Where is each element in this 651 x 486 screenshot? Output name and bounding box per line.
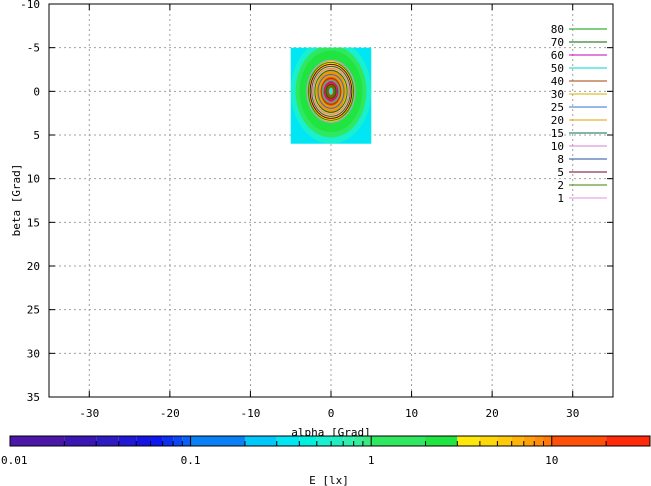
contour-line <box>323 81 339 101</box>
x-axis-ticks: -30 -20 -10 0 10 20 30 <box>79 4 579 420</box>
colorbar-band <box>479 436 498 446</box>
y-tick-label: 20 <box>27 260 40 273</box>
contour-line <box>320 77 342 105</box>
colorbar-band <box>150 436 163 446</box>
colorbar-band <box>606 436 650 446</box>
x-tick-label: 20 <box>486 407 499 420</box>
y-tick-label: 30 <box>27 347 40 360</box>
colorbar-label: E [lx] <box>309 474 349 486</box>
legend-label: 20 <box>551 114 564 127</box>
colorbar-band <box>534 436 544 446</box>
illuminance-field <box>290 47 372 144</box>
colorbar-tick-label: 0.01 <box>1 454 28 467</box>
contour-line <box>319 75 343 107</box>
legend-label: 50 <box>551 62 564 75</box>
legend-label: 40 <box>551 75 564 88</box>
legend-label: 5 <box>557 166 564 179</box>
contour-line <box>314 69 348 113</box>
y-tick-label: 25 <box>27 304 40 317</box>
colorbar-band <box>331 436 344 446</box>
colorbar-band <box>182 436 191 446</box>
colorbar-band <box>10 436 65 446</box>
colorbar: 0.01 0.1 1 10 <box>1 435 651 467</box>
colorbar-band <box>551 436 607 446</box>
colorbar-band <box>511 436 524 446</box>
contour-line <box>306 59 356 123</box>
legend-label: 8 <box>557 153 564 166</box>
colorbar-band <box>96 436 119 446</box>
contour-line <box>317 73 345 109</box>
y-tick-label: 5 <box>33 129 40 142</box>
contour-line <box>315 71 347 111</box>
contour-line <box>308 61 354 121</box>
contour-line <box>322 79 340 103</box>
colorbar-band <box>118 436 137 446</box>
colorbar-band <box>371 436 426 446</box>
y-tick-label: 10 <box>27 173 40 186</box>
colorbar-frame <box>9 435 651 447</box>
colorbar-band <box>173 436 183 446</box>
y-tick-label: 0 <box>33 85 40 98</box>
x-tick-label: -20 <box>160 407 180 420</box>
legend-label: 15 <box>551 127 564 140</box>
colorbar-band <box>543 436 552 446</box>
legend-label: 2 <box>557 179 564 192</box>
x-tick-label: -30 <box>79 407 99 420</box>
colorbar-band <box>136 436 151 446</box>
legend-label: 1 <box>557 192 564 205</box>
legend-label: 60 <box>551 49 564 62</box>
colorbar-band <box>162 436 174 446</box>
colorbar-band <box>299 436 317 446</box>
y-tick-label: 35 <box>27 391 40 404</box>
legend-label: 70 <box>551 36 564 49</box>
contour-line <box>326 85 336 97</box>
colorbar-band <box>244 436 277 446</box>
colorbar-band <box>343 436 354 446</box>
y-tick-label: -5 <box>27 42 40 55</box>
colorbar-band <box>523 436 535 446</box>
field-zone <box>328 87 334 96</box>
colorbar-band <box>497 436 512 446</box>
legend-label: 10 <box>551 140 564 153</box>
legend-label: 25 <box>551 101 564 114</box>
contour-line <box>325 83 337 99</box>
colorbar-tick-label: 10 <box>545 454 558 467</box>
contour-line <box>312 67 350 115</box>
x-tick-label: 10 <box>405 407 418 420</box>
x-tick-label: 30 <box>566 407 579 420</box>
colorbar-band <box>316 436 332 446</box>
colorbar-band <box>64 436 97 446</box>
y-tick-label: -10 <box>20 0 40 11</box>
colorbar-tick-label: 1 <box>368 454 375 467</box>
legend-label: 80 <box>551 23 564 36</box>
x-tick-label: 0 <box>328 407 335 420</box>
contour-line <box>309 63 353 119</box>
y-axis-label: beta [Grad] <box>10 164 23 237</box>
colorbar-band <box>457 436 480 446</box>
y-tick-label: 15 <box>27 216 40 229</box>
colorbar-tick-label: 0.1 <box>181 454 201 467</box>
colorbar-band <box>190 436 245 446</box>
contour-lines <box>306 59 356 123</box>
colorbar-band <box>276 436 300 446</box>
contour-line <box>311 65 351 117</box>
colorbar-band <box>353 436 363 446</box>
x-tick-label: -10 <box>240 407 260 420</box>
colorbar-band <box>425 436 458 446</box>
legend-label: 30 <box>551 88 564 101</box>
colorbar-band <box>362 436 372 446</box>
